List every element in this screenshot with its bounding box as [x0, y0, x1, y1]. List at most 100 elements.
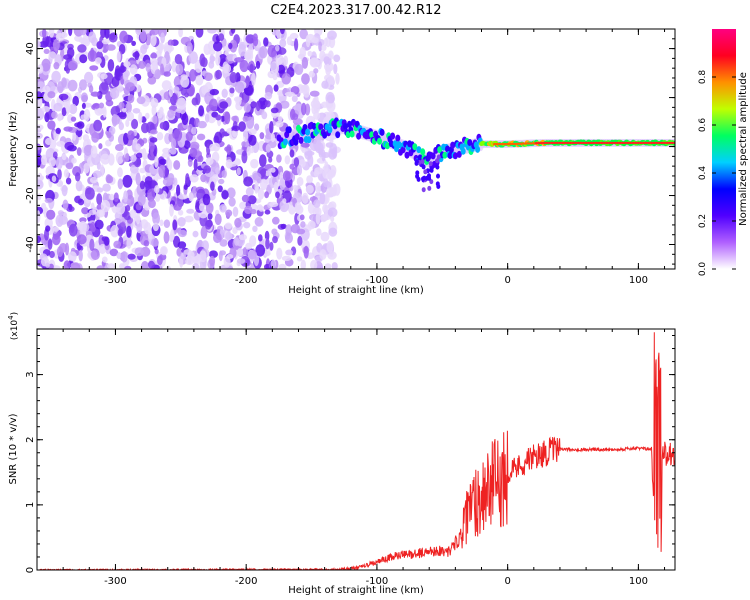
heatmap-cell — [117, 167, 123, 178]
heatmap-cell — [668, 141, 672, 145]
heatmap-cell — [45, 262, 50, 268]
heatmap-cell — [150, 33, 157, 47]
heatmap-cell — [202, 193, 211, 206]
snr-panel: -300 -200 -100 0 100 0 1 2 3 Height of straight… — [7, 312, 676, 596]
heatmap-cell — [420, 159, 425, 164]
heatmap-cell — [143, 222, 152, 235]
heatmap-cell — [203, 165, 212, 174]
heatmap-cell — [70, 116, 77, 122]
heatmap-cell — [343, 122, 348, 130]
heatmap-cell — [186, 41, 193, 54]
heatmap-cell — [215, 54, 221, 66]
heatmap-cell — [104, 29, 110, 39]
heatmap-cell — [303, 245, 309, 259]
heatmap-cell — [279, 29, 285, 35]
x-tick-label: -300 — [104, 576, 127, 587]
heatmap-cell — [110, 225, 120, 238]
heatmap-cell — [229, 87, 235, 94]
heatmap-cell — [43, 48, 50, 55]
heatmap-cell — [135, 152, 143, 159]
heatmap-cell — [161, 152, 171, 158]
heatmap-cell — [135, 29, 142, 36]
heatmap-cell — [600, 141, 604, 145]
y-tick-label: 0 — [25, 143, 36, 149]
colorbar-tick-label: 0.8 — [698, 70, 708, 85]
heatmap-cell — [148, 139, 155, 153]
y-tick-label: 20 — [25, 91, 36, 104]
heatmap-cell — [152, 212, 161, 225]
heatmap-cell — [436, 184, 441, 189]
heatmap-cell — [131, 40, 137, 47]
heatmap-cell — [189, 174, 199, 183]
heatmap-cell — [318, 41, 323, 52]
heatmap-cell — [122, 72, 129, 81]
heatmap-cell — [145, 62, 151, 73]
heatmap-cell — [160, 246, 168, 256]
heatmap-cell — [40, 154, 48, 166]
heatmap-cell — [314, 167, 323, 175]
heatmap-cell — [270, 61, 280, 75]
snr-frame — [36, 328, 676, 571]
heatmap-cell — [101, 236, 109, 242]
heatmap-cell — [134, 247, 144, 257]
heatmap-cell — [199, 203, 205, 212]
heatmap-cell — [571, 141, 575, 145]
heatmap-cell — [37, 124, 44, 131]
heatmap-cell — [229, 130, 238, 140]
heatmap-cell — [79, 217, 87, 223]
heatmap-cell — [65, 162, 74, 170]
heatmap-cell — [296, 176, 304, 187]
heatmap-cell — [259, 132, 265, 140]
heatmap-cell — [268, 156, 273, 163]
heatmap-cell — [384, 142, 390, 150]
heatmap-cell — [327, 126, 333, 134]
heatmap-cell — [185, 131, 193, 142]
heatmap-cell — [436, 173, 440, 179]
heatmap-cell — [400, 146, 406, 154]
spectrogram-y-ticks: -40 -20 0 20 40 — [25, 28, 675, 265]
heatmap-cell — [230, 29, 236, 34]
heatmap-cell — [154, 185, 160, 194]
heatmap-cell — [168, 127, 173, 135]
heatmap-cell — [47, 91, 56, 99]
heatmap-cell — [59, 243, 68, 253]
heatmap-cell — [169, 203, 174, 217]
heatmap-cell — [460, 147, 466, 155]
heatmap-cell — [311, 103, 317, 115]
heatmap-cell — [176, 97, 187, 110]
heatmap-cell — [123, 132, 129, 145]
heatmap-cell — [115, 144, 124, 151]
heatmap-cell — [47, 120, 56, 130]
heatmap-cell — [78, 249, 83, 262]
heatmap-cell — [62, 199, 69, 210]
heatmap-cell — [296, 256, 303, 262]
heatmap-cell — [185, 173, 190, 184]
heatmap-cell — [278, 263, 287, 269]
heatmap-cell — [196, 133, 206, 141]
heatmap-cell — [286, 36, 292, 46]
heatmap-cell — [207, 213, 213, 220]
heatmap-cell — [197, 120, 207, 129]
heatmap-cell — [139, 30, 147, 42]
heatmap-cell — [542, 141, 546, 145]
heatmap-cell — [555, 141, 559, 145]
heatmap-cell — [310, 259, 318, 269]
heatmap-cell — [67, 79, 78, 92]
heatmap-cell — [270, 107, 279, 114]
heatmap-cell — [249, 147, 255, 154]
heatmap-cell — [246, 146, 252, 156]
heatmap-cell — [63, 126, 73, 132]
heatmap-cell — [89, 65, 99, 71]
heatmap-cell — [148, 199, 156, 209]
heatmap-cell — [323, 178, 329, 188]
heatmap-cell — [75, 172, 81, 182]
heatmap-cell — [102, 256, 108, 263]
heatmap-cell — [234, 217, 242, 228]
heatmap-cell — [323, 56, 330, 64]
heatmap-cell — [177, 217, 186, 227]
colorbar-tick-label: 0.0 — [698, 262, 708, 277]
heatmap-cell — [299, 29, 308, 40]
heatmap-cell — [254, 182, 259, 194]
heatmap-cell — [264, 191, 269, 199]
heatmap-cell — [605, 141, 609, 145]
